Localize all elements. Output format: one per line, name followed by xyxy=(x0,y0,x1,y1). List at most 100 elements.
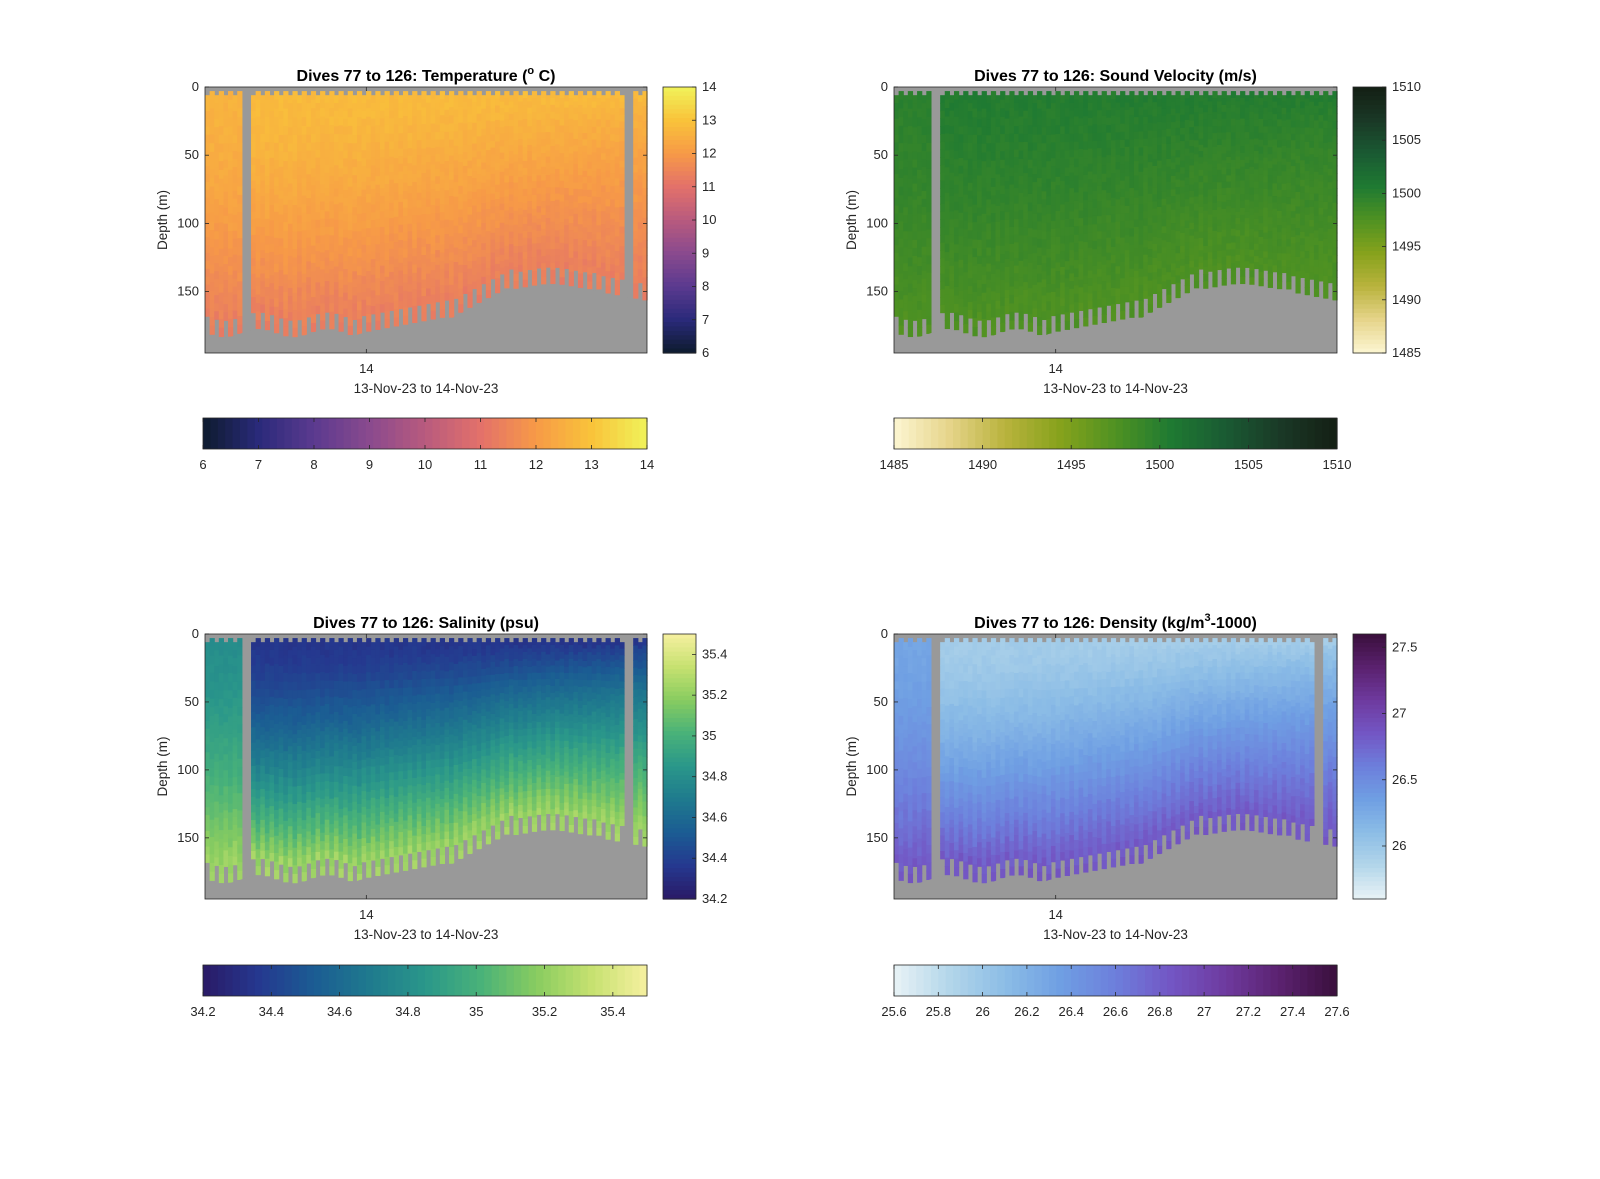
data-cell xyxy=(917,257,923,267)
data-cell xyxy=(356,134,363,145)
data-cell xyxy=(1027,271,1034,281)
data-cell xyxy=(439,107,446,116)
data-cell xyxy=(1226,255,1232,263)
data-cell xyxy=(435,257,441,266)
data-cell xyxy=(527,213,533,221)
data-cell xyxy=(596,175,602,184)
data-cell xyxy=(490,108,496,116)
data-cell xyxy=(518,246,524,253)
data-cell xyxy=(1170,122,1177,130)
data-cell xyxy=(444,212,450,221)
data-cell xyxy=(550,111,556,120)
data-cell xyxy=(402,274,409,284)
data-cell xyxy=(255,226,261,236)
data-cell xyxy=(490,219,496,227)
data-cell xyxy=(1198,256,1204,264)
data-cell xyxy=(324,211,330,220)
data-cell xyxy=(633,128,639,137)
data-cell xyxy=(1166,91,1172,100)
data-cell xyxy=(407,223,413,232)
colorbar-right-band xyxy=(663,193,696,199)
data-cell xyxy=(1170,182,1177,190)
data-cell xyxy=(1166,159,1172,168)
data-cell xyxy=(912,296,918,305)
data-cell xyxy=(1175,157,1181,166)
data-cell xyxy=(990,169,997,179)
data-cell xyxy=(642,202,648,211)
data-cell xyxy=(306,221,312,231)
data-cell xyxy=(366,185,372,195)
data-cell xyxy=(527,250,533,258)
data-cell xyxy=(379,250,386,259)
data-cell xyxy=(260,258,266,267)
data-cell xyxy=(577,196,584,204)
data-cell xyxy=(591,101,597,109)
data-cell xyxy=(619,193,625,201)
data-cell xyxy=(449,196,455,205)
data-cell xyxy=(550,146,556,154)
data-cell xyxy=(1013,195,1020,205)
data-cell xyxy=(278,222,284,232)
data-cell xyxy=(1263,145,1269,153)
seafloor-area xyxy=(205,284,647,353)
data-cell xyxy=(315,219,321,229)
data-cell xyxy=(379,149,386,158)
data-cell xyxy=(476,272,482,281)
data-cell xyxy=(398,293,404,302)
data-cell xyxy=(1189,114,1195,122)
data-cell xyxy=(324,226,330,236)
data-cell xyxy=(274,151,280,161)
data-cell xyxy=(1064,286,1070,296)
data-cell xyxy=(430,139,436,149)
data-cell xyxy=(1041,215,1047,224)
data-cell xyxy=(379,257,386,267)
data-cell xyxy=(605,242,611,251)
data-cell xyxy=(283,248,289,258)
data-cell xyxy=(393,267,399,277)
data-cell xyxy=(453,95,459,104)
data-cell xyxy=(1106,260,1112,269)
colorbar-right-band xyxy=(663,330,696,336)
data-cell xyxy=(1180,219,1186,227)
data-cell xyxy=(504,238,510,247)
data-cell xyxy=(990,134,997,144)
data-cell xyxy=(1138,236,1144,246)
data-cell xyxy=(218,99,225,110)
data-cell xyxy=(1161,129,1167,138)
data-cell xyxy=(1129,107,1135,116)
data-cell xyxy=(453,247,459,256)
data-cell xyxy=(329,125,335,135)
data-cell xyxy=(264,227,271,237)
data-cell xyxy=(1018,201,1024,211)
data-cell xyxy=(1018,286,1024,296)
data-cell xyxy=(1198,95,1204,102)
data-cell xyxy=(1092,224,1098,234)
data-cell xyxy=(269,118,275,128)
data-cell xyxy=(1004,251,1010,260)
data-cell xyxy=(550,207,556,216)
data-cell xyxy=(1087,293,1094,302)
data-cell xyxy=(1221,181,1227,189)
data-cell xyxy=(1009,184,1015,194)
data-cell xyxy=(986,295,992,305)
data-cell xyxy=(940,234,946,244)
data-cell xyxy=(1124,294,1130,303)
data-cell xyxy=(361,173,367,183)
data-cell xyxy=(444,292,450,301)
data-cell xyxy=(642,187,648,197)
data-cell xyxy=(541,242,547,250)
data-cell xyxy=(287,175,294,185)
data-cell xyxy=(1253,101,1260,109)
data-cell xyxy=(1041,239,1047,248)
data-cell xyxy=(209,143,215,153)
data-cell xyxy=(361,166,367,175)
data-cell xyxy=(324,273,330,282)
colorbar-right-tick-label: 13 xyxy=(702,112,716,127)
data-cell xyxy=(1055,219,1061,229)
colorbar-right-band xyxy=(663,290,696,296)
data-cell xyxy=(1000,125,1006,135)
data-cell xyxy=(1133,131,1140,140)
colorbar-right-tick-label: 6 xyxy=(702,345,709,360)
data-cell xyxy=(1207,246,1213,253)
data-cell xyxy=(921,198,927,208)
